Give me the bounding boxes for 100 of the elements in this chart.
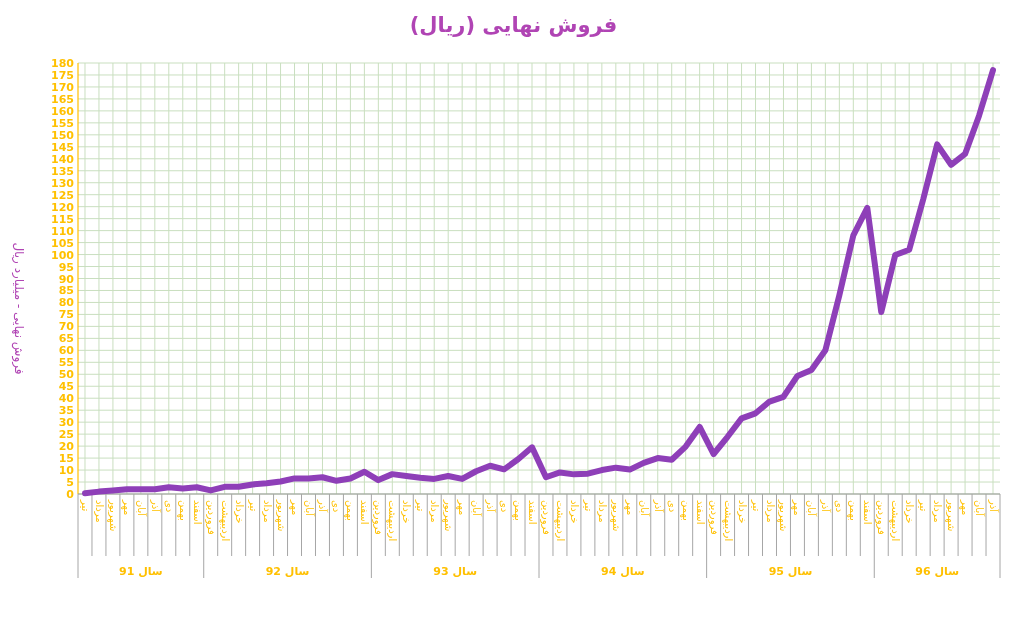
x-tick-label: آذر — [317, 499, 330, 514]
x-tick-label: اردیبهشت — [721, 500, 734, 542]
x-tick-label: اسفند — [694, 500, 706, 525]
y-tick-label: 35 — [58, 404, 74, 418]
y-tick-label: 30 — [58, 416, 75, 430]
y-tick-label: 80 — [58, 296, 75, 310]
x-tick-label: خرداد — [736, 500, 748, 524]
x-tick-label: دی — [499, 500, 511, 513]
x-tick-label: مهر — [456, 499, 469, 516]
x-tick-label: خرداد — [904, 500, 916, 524]
x-tick-label: مرداد — [932, 500, 944, 523]
x-tick-label: بهمن — [847, 500, 860, 521]
x-tick-label: دی — [666, 500, 678, 513]
x-tick-label: آبان — [974, 500, 987, 518]
text: سال 96 — [915, 565, 959, 578]
y-axis-title: فروش نهایی - میلیارد ریال — [11, 242, 26, 375]
y-tick-label: 155 — [51, 116, 74, 130]
x-tick-label: آذر — [988, 499, 1001, 514]
x-tick-label: آذر — [149, 499, 162, 514]
y-tick-label: 160 — [51, 104, 75, 118]
x-tick-label: خرداد — [233, 500, 245, 524]
x-tick-label: خرداد — [568, 500, 580, 524]
y-tick-label: 25 — [58, 428, 74, 442]
y-tick-label: 90 — [58, 272, 75, 286]
y-tick-label: 15 — [58, 452, 74, 466]
x-tick-label: آذر — [485, 499, 498, 514]
chart-title: فروش نهایی (ریال) — [409, 13, 618, 37]
y-tick-label: 45 — [58, 380, 74, 394]
x-tick-label: شهریور — [777, 499, 790, 532]
x-tick-label: مرداد — [596, 500, 608, 523]
x-tick-label: تیر — [918, 499, 930, 512]
x-tick-label: اردیبهشت — [553, 500, 566, 542]
x-tick-label: بهمن — [344, 500, 357, 521]
x-tick-label: شهریور — [274, 499, 287, 532]
y-tick-label: 150 — [51, 128, 75, 142]
y-tick-label: 10 — [58, 464, 75, 478]
y-tick-label: 110 — [51, 224, 75, 238]
x-tick-label: شهریور — [106, 499, 119, 532]
text: سال 91 — [119, 565, 163, 578]
text: سال 92 — [265, 565, 310, 578]
y-tick-label: 175 — [51, 68, 74, 82]
x-tick-label: اردیبهشت — [386, 500, 399, 542]
x-tick-label: بهمن — [512, 500, 525, 521]
x-tick-label: شهریور — [609, 499, 622, 532]
x-tick-label: مهر — [288, 499, 301, 516]
y-tick-label: 170 — [51, 80, 75, 94]
x-tick-label: فروردین — [204, 500, 217, 536]
y-tick-label: 100 — [51, 248, 75, 262]
x-tick-label: تیر — [750, 499, 762, 512]
y-tick-label: 95 — [58, 260, 74, 274]
x-tick-label: آبان — [471, 500, 484, 518]
x-tick-label: مرداد — [429, 500, 441, 523]
y-tick-label: 165 — [51, 92, 74, 106]
x-tick-label: مهر — [623, 499, 636, 516]
y-tick-label: 50 — [58, 368, 75, 382]
x-tick-label: اردیبهشت — [218, 500, 231, 542]
x-tick-label: فروردین — [875, 500, 888, 536]
x-tick-label: تیر — [415, 499, 427, 512]
x-tick-label: مهر — [959, 499, 972, 516]
y-tick-label: 180 — [51, 57, 75, 70]
x-tick-label: دی — [331, 500, 343, 513]
x-tick-label: دی — [834, 500, 846, 513]
text: سال 93 — [433, 565, 477, 578]
x-tick-label: فروردین — [372, 500, 385, 536]
x-tick-label: شهریور — [442, 499, 455, 532]
x-tick-label: اسفند — [527, 500, 539, 525]
x-tick-label: آذر — [820, 499, 833, 514]
x-tick-label: تیر — [79, 499, 91, 512]
x-tick-label: اردیبهشت — [889, 500, 902, 542]
y-tick-label: 85 — [58, 284, 74, 298]
x-tick-label: آذر — [652, 499, 665, 514]
x-tick-label: مرداد — [93, 500, 105, 523]
y-tick-label: 130 — [51, 176, 75, 190]
x-tick-label: فروردین — [707, 500, 720, 536]
x-tick-label: مهر — [120, 499, 133, 516]
x-tick-label: اسفند — [191, 500, 203, 525]
x-tick-label: شهریور — [945, 499, 958, 532]
y-tick-label: 105 — [51, 236, 74, 250]
x-tick-label: آبان — [135, 500, 148, 518]
y-tick-label: 135 — [51, 164, 74, 178]
x-tick-label: مرداد — [261, 500, 273, 523]
y-tick-label: 20 — [58, 440, 75, 454]
x-tick-label: فروردین — [539, 500, 552, 536]
y-tick-label: 140 — [51, 152, 75, 166]
x-tick-label: بهمن — [679, 500, 692, 521]
x-tick-label: آبان — [303, 500, 316, 518]
x-tick-label: مرداد — [764, 500, 776, 523]
x-tick-label: خرداد — [401, 500, 413, 524]
x-tick-label: بهمن — [176, 500, 189, 521]
y-tick-label: 70 — [58, 320, 75, 334]
y-tick-label: 120 — [51, 200, 75, 214]
y-tick-label: 65 — [58, 332, 74, 346]
x-tick-label: آبان — [638, 500, 651, 518]
x-tick-label: اسفند — [359, 500, 371, 525]
x-tick-label: آبان — [806, 500, 819, 518]
text: سال 94 — [601, 565, 645, 578]
x-tick-label: تیر — [247, 499, 259, 512]
y-tick-label: 40 — [58, 392, 75, 406]
text: سال 95 — [768, 565, 813, 578]
x-tick-label: اسفند — [862, 500, 874, 525]
